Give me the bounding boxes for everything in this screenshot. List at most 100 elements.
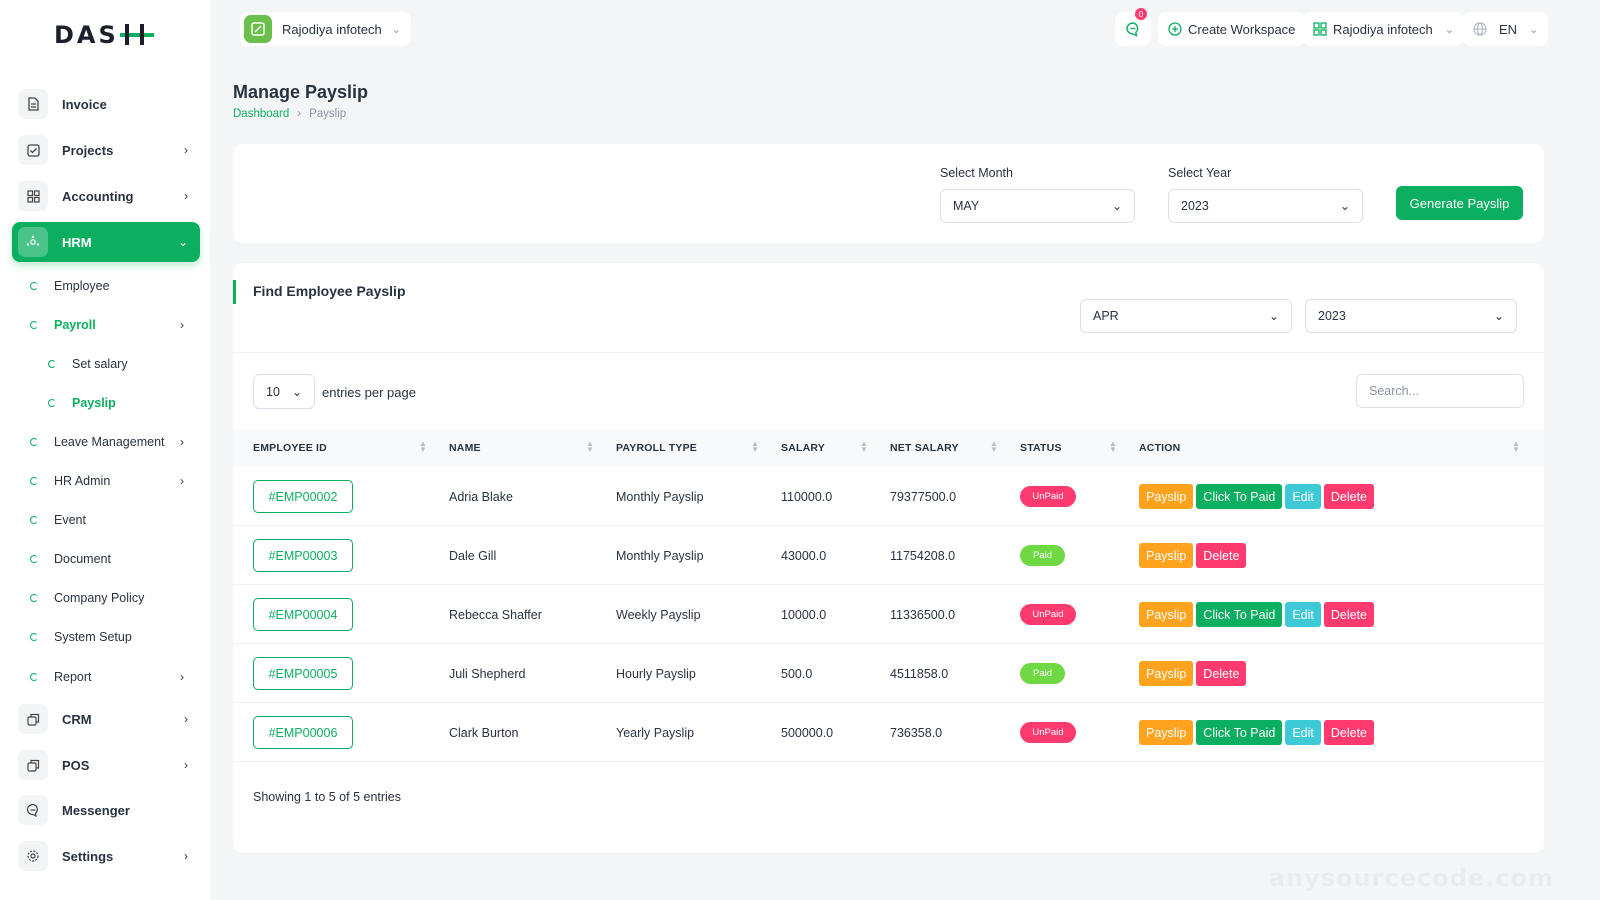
- click-to-paid-button[interactable]: Click To Paid: [1196, 602, 1283, 627]
- sidebar-sub-employee[interactable]: Employee: [30, 275, 198, 297]
- sidebar-sub-system-setup[interactable]: System Setup: [30, 626, 198, 648]
- sidebar-sub-leave-management[interactable]: Leave Management ›: [30, 431, 198, 453]
- workspace-name: Rajodiya infotech: [282, 21, 382, 37]
- sidebar-sub-event[interactable]: Event: [30, 509, 198, 531]
- delete-button[interactable]: Delete: [1323, 484, 1375, 509]
- status-badge: UnPaid: [1020, 722, 1076, 743]
- bullet-icon: [30, 321, 38, 329]
- sidebar-sub-company-policy[interactable]: Company Policy: [30, 587, 198, 609]
- delete-button[interactable]: Delete: [1323, 720, 1375, 745]
- employee-id-button[interactable]: #EMP00006: [253, 716, 353, 749]
- sidebar-sub-report[interactable]: Report ›: [30, 666, 198, 688]
- edit-button[interactable]: Edit: [1285, 602, 1321, 627]
- col-name[interactable]: NAME: [449, 442, 481, 454]
- delete-button[interactable]: Delete: [1196, 543, 1247, 568]
- sidebar-sub-label: Set salary: [72, 357, 128, 371]
- payslip-button[interactable]: Payslip: [1139, 543, 1194, 568]
- sidebar-sub-payslip[interactable]: Payslip: [48, 392, 198, 414]
- payroll-type: Monthly Payslip: [616, 548, 704, 563]
- filter-year-select[interactable]: 2023 ⌄: [1305, 299, 1517, 333]
- edit-button[interactable]: Edit: [1285, 484, 1321, 509]
- filter-month-select[interactable]: APR ⌄: [1080, 299, 1292, 333]
- sidebar-item-accounting[interactable]: Accounting ›: [12, 176, 200, 216]
- sidebar-sub-label: Event: [54, 513, 86, 527]
- month-select[interactable]: MAY ⌄: [940, 189, 1135, 223]
- status-badge: Paid: [1020, 545, 1065, 566]
- card-title: Find Employee Payslip: [253, 283, 406, 299]
- globe-icon: [1473, 22, 1487, 36]
- payslip-button[interactable]: Payslip: [1139, 720, 1194, 745]
- status-badge: UnPaid: [1020, 486, 1076, 507]
- sidebar-item-crm[interactable]: CRM ›: [12, 699, 200, 739]
- sidebar-sub-payroll[interactable]: Payroll ›: [30, 314, 198, 336]
- sidebar-sub-set-salary[interactable]: Set salary: [48, 353, 198, 375]
- message-icon: [18, 795, 48, 825]
- search-input[interactable]: [1356, 374, 1524, 408]
- employee-id-button[interactable]: #EMP00005: [253, 657, 353, 690]
- salary: 110000.0: [781, 489, 833, 504]
- net-salary: 11754208.0: [890, 548, 956, 563]
- employee-id-button[interactable]: #EMP00003: [253, 539, 353, 572]
- gear-icon: [18, 841, 48, 871]
- sidebar-sub-label: Payslip: [72, 396, 116, 410]
- plus-circle-icon: [1168, 22, 1182, 36]
- sidebar-sub-label: System Setup: [54, 630, 132, 644]
- entries-per-page-select[interactable]: 10 ⌄: [253, 374, 315, 409]
- svg-text:DAS: DAS: [54, 21, 119, 47]
- sidebar-sub-hr-admin[interactable]: HR Admin ›: [30, 470, 198, 492]
- bullet-icon: [48, 399, 56, 407]
- notifications-button[interactable]: 0: [1115, 8, 1151, 46]
- col-employee-id[interactable]: EMPLOYEE ID: [253, 442, 327, 454]
- sidebar-sub-document[interactable]: Document: [30, 548, 198, 570]
- workspace-switcher[interactable]: Rajodiya infotech ⌄: [240, 12, 411, 46]
- create-workspace-button[interactable]: Create Workspace: [1158, 12, 1306, 46]
- sidebar-item-settings[interactable]: Settings ›: [12, 836, 200, 876]
- chevron-down-icon: ⌄: [291, 384, 302, 399]
- sidebar-item-projects[interactable]: Projects ›: [12, 130, 200, 170]
- payslip-button[interactable]: Payslip: [1139, 602, 1194, 627]
- chevron-down-icon: ⌄: [177, 235, 188, 249]
- chevron-right-icon: ›: [184, 712, 188, 726]
- delete-button[interactable]: Delete: [1196, 661, 1247, 686]
- title-accent: [233, 280, 236, 304]
- payslip-button[interactable]: Payslip: [1139, 661, 1194, 686]
- year-select[interactable]: 2023 ⌄: [1168, 189, 1363, 223]
- company-menu[interactable]: Rajodiya infotech ⌄: [1303, 12, 1464, 46]
- col-salary[interactable]: SALARY: [781, 442, 825, 454]
- col-net-salary[interactable]: NET SALARY: [890, 442, 959, 454]
- employee-name: Adria Blake: [449, 489, 513, 504]
- sidebar-sub-label: Document: [54, 552, 111, 566]
- employee-id-button[interactable]: #EMP00004: [253, 598, 353, 631]
- col-status[interactable]: STATUS: [1020, 442, 1062, 454]
- bullet-icon: [30, 516, 38, 524]
- sort-icon: ▲ ▼: [860, 439, 868, 454]
- sidebar-sub-label: Payroll: [54, 318, 96, 332]
- users-icon: [18, 227, 48, 257]
- salary: 500000.0: [781, 725, 834, 740]
- sidebar-item-label: HRM: [62, 234, 92, 250]
- delete-button[interactable]: Delete: [1323, 602, 1375, 627]
- sidebar-item-hrm[interactable]: HRM ⌄: [12, 222, 200, 262]
- sidebar-sub-label: Company Policy: [54, 591, 145, 605]
- sidebar-item-label: Settings: [62, 848, 114, 864]
- brand-logo[interactable]: DAS: [54, 20, 154, 48]
- employee-name: Clark Burton: [449, 725, 519, 740]
- payslip-button[interactable]: Payslip: [1139, 484, 1194, 509]
- watermark: anysourcecode.com: [1269, 864, 1554, 892]
- sidebar-item-messenger[interactable]: Messenger: [12, 790, 200, 830]
- chevron-down-icon: ⌄: [1111, 199, 1122, 213]
- sort-icon: ▲ ▼: [586, 439, 594, 454]
- sidebar-item-invoice[interactable]: Invoice: [12, 84, 200, 124]
- generate-payslip-button[interactable]: Generate Payslip: [1396, 186, 1523, 220]
- click-to-paid-button[interactable]: Click To Paid: [1196, 484, 1283, 509]
- col-payroll-type[interactable]: PAYROLL TYPE: [616, 442, 697, 454]
- employee-id-button[interactable]: #EMP00002: [253, 480, 353, 513]
- breadcrumb-dashboard[interactable]: Dashboard: [233, 108, 290, 120]
- sidebar-sub-label: Report: [54, 670, 92, 684]
- language-selector[interactable]: EN ⌄: [1463, 12, 1549, 46]
- click-to-paid-button[interactable]: Click To Paid: [1196, 720, 1283, 745]
- language-code: EN: [1499, 21, 1518, 37]
- select-month-label: Select Month: [940, 166, 1013, 180]
- edit-button[interactable]: Edit: [1285, 720, 1321, 745]
- sidebar-item-pos[interactable]: POS ›: [12, 745, 200, 785]
